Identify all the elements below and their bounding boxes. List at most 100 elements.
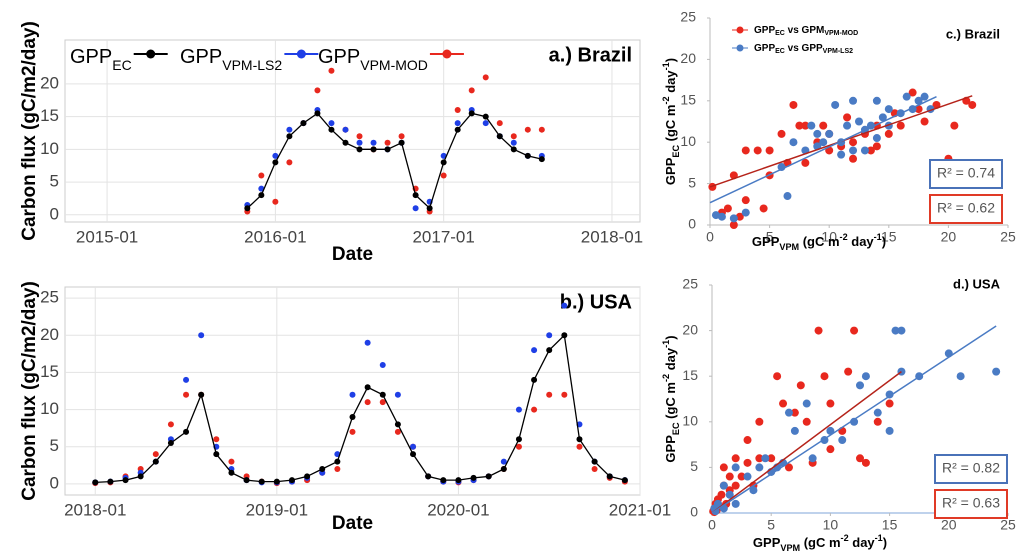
data-point [440, 477, 447, 484]
x-tick-label: 15 [882, 517, 898, 533]
data-point [956, 372, 965, 381]
y-tick-label: 20 [680, 50, 696, 66]
data-point [897, 326, 906, 335]
data-point [885, 426, 894, 435]
y-tick-label: 25 [40, 288, 59, 307]
data-point [802, 417, 811, 426]
data-point [753, 146, 762, 155]
data-point [349, 428, 356, 435]
data-point [286, 126, 293, 133]
x-axis-title: GPPVPM (gC m-2 day-1) [753, 533, 887, 553]
data-point [819, 138, 828, 147]
data-point [849, 154, 858, 163]
text-part: (gC m [799, 234, 839, 249]
data-point [621, 477, 628, 484]
text-part: vs GPM [785, 25, 824, 36]
data-point [398, 133, 405, 140]
data-point [777, 129, 786, 138]
data-point [825, 129, 834, 138]
y-axis-title: Carbon flux (gC/m2/day) [19, 21, 40, 241]
data-point [342, 139, 349, 146]
y-tick-label: 10 [682, 413, 698, 429]
text-part: GPP [754, 25, 775, 36]
text-part: VPM-MOD [824, 30, 858, 37]
y-tick-label: 15 [682, 367, 698, 383]
data-point [304, 473, 311, 480]
data-point [950, 121, 959, 130]
text-part: (gC m [663, 104, 678, 144]
y-tick-label: 20 [40, 325, 59, 344]
text-part: GPP [318, 46, 360, 68]
data-point [802, 399, 811, 408]
data-point [394, 428, 401, 435]
data-point [272, 198, 279, 205]
data-point [167, 421, 174, 428]
data-point [412, 192, 419, 199]
text-part: -1 [661, 62, 671, 70]
data-point [228, 469, 235, 476]
y-tick-label: 0 [50, 204, 59, 223]
data-point [591, 466, 598, 472]
data-point [767, 454, 776, 463]
text-part: vs GPP [785, 43, 823, 54]
data-point [920, 92, 929, 101]
trend-line [709, 95, 937, 204]
data-point [755, 463, 764, 472]
data-point [826, 445, 835, 454]
text-part: GPP [663, 157, 678, 185]
legend-marker [442, 49, 452, 59]
data-point [394, 391, 401, 398]
data-point [843, 113, 852, 122]
data-point [725, 472, 734, 481]
legend-label: GPPEC vs GPMVPM-MOD [754, 25, 858, 38]
data-point [731, 499, 740, 508]
data-point [183, 391, 190, 398]
data-point [198, 391, 205, 398]
data-point [379, 399, 386, 406]
data-point [860, 146, 869, 155]
x-axis-title: Date [332, 244, 373, 265]
data-point [510, 139, 517, 146]
data-point [370, 139, 377, 146]
data-point [370, 146, 377, 153]
y-axis-title: GPPEC (gC m-2 day-1) [661, 58, 681, 185]
trend-line [711, 371, 902, 514]
data-point [885, 399, 894, 408]
text-part: -2 [840, 232, 848, 242]
data-point [546, 391, 553, 398]
text-part: VPM [780, 543, 800, 553]
data-point [784, 408, 793, 417]
legend-marker [296, 49, 306, 59]
data-point [850, 417, 859, 426]
data-point [902, 92, 911, 101]
data-point [546, 332, 553, 339]
y-tick-label: 20 [682, 321, 698, 337]
data-point [394, 421, 401, 428]
x-tick-label: 2020-01 [427, 500, 489, 519]
data-point [908, 88, 917, 97]
plot-area [64, 286, 641, 496]
data-point [717, 490, 726, 499]
text-part: GPP [180, 46, 222, 68]
data-point [468, 87, 475, 94]
data-point [454, 120, 461, 127]
text-part: -1 [874, 232, 882, 242]
y-tick-label: 25 [680, 9, 696, 25]
data-point [783, 192, 792, 201]
data-point [213, 451, 220, 458]
data-point [334, 466, 341, 472]
data-point [349, 391, 356, 398]
data-point [861, 458, 870, 467]
data-point [708, 182, 717, 191]
text-part: EC [775, 48, 785, 55]
data-point [872, 142, 881, 151]
x-axis-title: Date [332, 513, 373, 534]
data-point [538, 156, 545, 163]
text-part: GPP [754, 43, 775, 54]
data-point [755, 417, 764, 426]
data-point [334, 458, 341, 465]
data-point [482, 113, 489, 120]
data-point [364, 384, 371, 391]
data-point [384, 146, 391, 153]
